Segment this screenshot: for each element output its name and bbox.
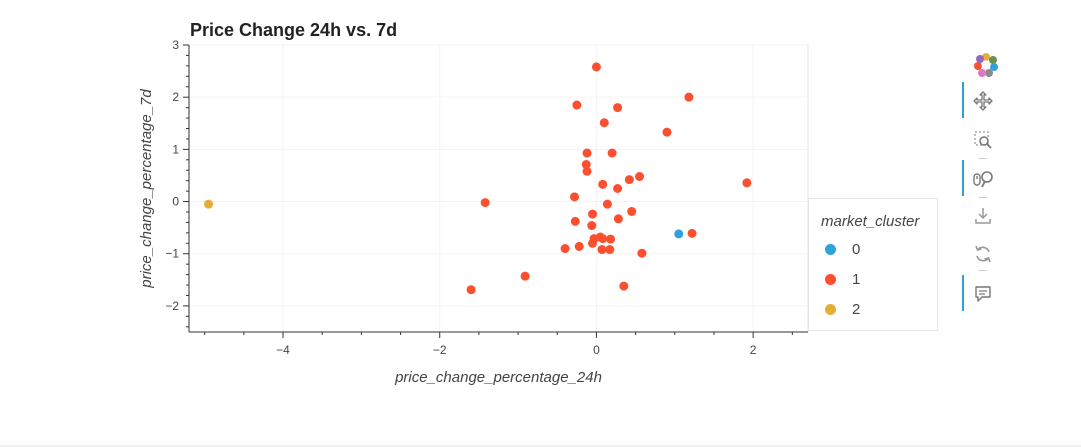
bottom-rule (0, 445, 1081, 447)
data-point-cluster-1[interactable] (635, 171, 645, 181)
data-point-cluster-1[interactable] (570, 192, 580, 202)
reset-icon (975, 245, 991, 263)
bokeh-logo-icon[interactable] (962, 49, 1002, 77)
pan-icon (973, 91, 993, 111)
y-tick-label: 1 (172, 142, 179, 156)
data-point-cluster-1[interactable] (591, 62, 601, 72)
legend-item-2[interactable]: 2 (825, 299, 860, 319)
hover-tool-active-indicator (962, 275, 964, 311)
data-point-cluster-1[interactable] (582, 166, 592, 176)
x-tick-label: 0 (593, 343, 600, 357)
data-point-cluster-1[interactable] (627, 206, 637, 216)
data-point-cluster-1[interactable] (607, 148, 617, 158)
data-point-cluster-1[interactable] (560, 244, 570, 254)
save-icon (975, 208, 991, 224)
data-point-cluster-1[interactable] (606, 234, 616, 244)
plot-area-frame (188, 44, 809, 333)
data-point-cluster-1[interactable] (602, 199, 612, 209)
legend-label-1: 1 (852, 270, 861, 288)
data-point-cluster-1[interactable] (684, 92, 694, 102)
data-point-cluster-1[interactable] (587, 221, 597, 231)
data-point-cluster-1[interactable] (597, 245, 607, 255)
hover-tool-button[interactable] (962, 275, 1002, 311)
data-point-cluster-1[interactable] (624, 175, 634, 185)
legend: market_cluster 0 1 2 (808, 198, 938, 331)
toolbar-separator (979, 197, 987, 198)
y-tick-label: −1 (165, 247, 179, 261)
legend-marker-0 (825, 243, 836, 255)
y-tick-label: 3 (172, 38, 179, 52)
box-zoom-icon (974, 131, 992, 149)
data-point-cluster-1[interactable] (742, 178, 752, 188)
data-point-cluster-1[interactable] (613, 184, 623, 193)
legend-label-2: 2 (852, 300, 861, 318)
data-point-cluster-1[interactable] (598, 234, 608, 244)
x-tick-label: −4 (276, 343, 290, 357)
x-tick-label: 2 (750, 343, 757, 357)
box-zoom-tool-button[interactable] (962, 127, 1002, 153)
data-point-cluster-1[interactable] (598, 179, 608, 189)
data-point-cluster-1[interactable] (581, 159, 591, 169)
hover-icon (975, 286, 991, 302)
data-point-cluster-2[interactable] (204, 199, 214, 209)
reset-tool-button[interactable] (962, 241, 1002, 267)
y-tick-label: 2 (172, 90, 179, 104)
data-point-cluster-1[interactable] (480, 198, 490, 208)
legend-item-1[interactable]: 1 (825, 269, 860, 289)
legend-marker-1 (825, 273, 836, 285)
wheel-zoom-tool-button[interactable] (962, 160, 1002, 196)
legend-marker-2 (825, 303, 836, 315)
legend-item-0[interactable]: 0 (825, 239, 860, 259)
toolbar-separator (979, 158, 987, 159)
data-point-cluster-0[interactable] (674, 229, 684, 239)
data-point-cluster-1[interactable] (574, 241, 584, 251)
data-point-cluster-1[interactable] (605, 245, 615, 255)
y-tick-label: 0 (172, 195, 179, 209)
x-axis-label: price_change_percentage_24h (394, 369, 602, 386)
data-point-cluster-1[interactable] (613, 214, 623, 224)
data-point-cluster-1[interactable] (619, 281, 629, 291)
data-point-cluster-1[interactable] (582, 148, 592, 158)
data-point-cluster-1[interactable] (662, 127, 672, 137)
data-point-cluster-1[interactable] (570, 216, 580, 226)
x-tick-label: −2 (433, 343, 447, 357)
data-point-cluster-1[interactable] (588, 209, 598, 219)
pan-tool-button[interactable] (962, 82, 1002, 118)
data-point-cluster-1[interactable] (687, 228, 697, 238)
legend-label-0: 0 (852, 240, 861, 258)
y-tick-label: −2 (165, 299, 179, 313)
y-axis-label: price_change_percentage_7d (138, 89, 155, 289)
chart-title: Price Change 24h vs. 7d (190, 20, 398, 40)
data-point-cluster-1[interactable] (613, 103, 623, 113)
data-point-cluster-1[interactable] (466, 285, 476, 295)
data-point-cluster-1[interactable] (520, 271, 530, 281)
save-tool-button[interactable] (962, 203, 1002, 229)
plot-toolbar (962, 45, 1002, 315)
pan-tool-active-indicator (962, 82, 964, 118)
wheel-zoom-icon (973, 171, 993, 188)
toolbar-separator (979, 270, 987, 271)
data-point-cluster-1[interactable] (588, 238, 598, 248)
data-point-cluster-1[interactable] (599, 118, 609, 128)
data-point-cluster-1[interactable] (637, 248, 647, 258)
legend-title: market_cluster (821, 213, 920, 230)
data-point-cluster-1[interactable] (572, 100, 582, 110)
wheel-zoom-active-indicator (962, 160, 964, 196)
